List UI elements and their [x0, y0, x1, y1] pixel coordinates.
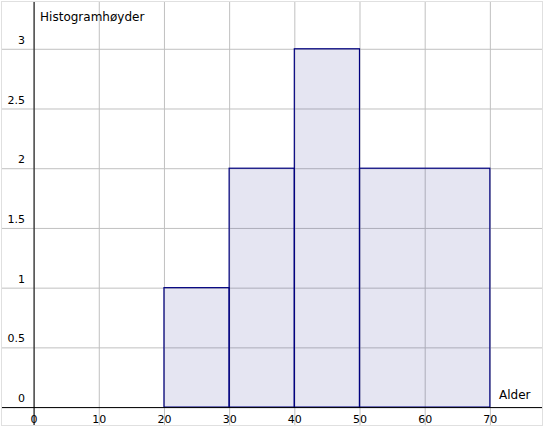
- svg-text:30: 30: [223, 413, 237, 426]
- svg-text:20: 20: [157, 413, 171, 426]
- svg-text:Alder: Alder: [499, 388, 531, 402]
- svg-text:1: 1: [18, 273, 25, 286]
- svg-text:Histogramhøyder: Histogramhøyder: [40, 10, 144, 24]
- svg-text:0: 0: [18, 392, 25, 405]
- svg-text:2.5: 2.5: [8, 94, 26, 107]
- svg-text:10: 10: [92, 413, 106, 426]
- svg-text:70: 70: [483, 413, 497, 426]
- svg-text:0: 0: [31, 413, 38, 426]
- svg-text:50: 50: [353, 413, 367, 426]
- svg-text:2: 2: [18, 153, 25, 166]
- svg-text:60: 60: [418, 413, 432, 426]
- svg-text:0.5: 0.5: [8, 332, 26, 345]
- svg-text:3: 3: [18, 34, 25, 47]
- svg-text:40: 40: [288, 413, 302, 426]
- svg-text:1.5: 1.5: [8, 213, 26, 226]
